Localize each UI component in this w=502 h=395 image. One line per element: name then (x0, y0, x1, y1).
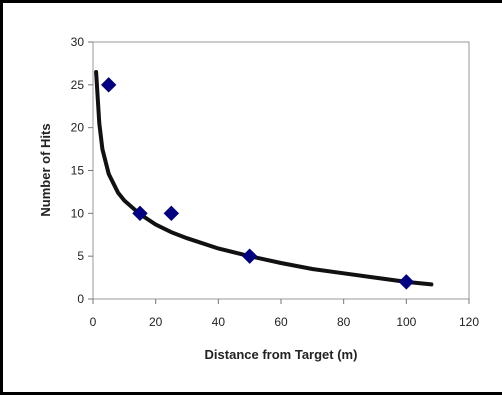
x-tick-label: 100 (396, 315, 416, 329)
data-point-diamond (132, 205, 148, 222)
y-tick-label: 5 (77, 249, 84, 263)
y-tick-label: 30 (71, 35, 85, 49)
x-axis-ticks: 0 20 40 60 80 100 120 (90, 299, 479, 329)
x-tick-label: 20 (149, 315, 163, 329)
y-tick-label: 10 (71, 206, 85, 220)
data-point-diamond (100, 77, 117, 93)
plot-area (92, 41, 470, 300)
y-tick-label: 15 (71, 164, 85, 178)
data-points (100, 77, 415, 290)
x-tick-label: 120 (459, 315, 479, 329)
data-point-diamond (241, 248, 258, 264)
y-tick-label: 20 (71, 121, 85, 135)
x-tick-label: 0 (90, 315, 97, 329)
x-tick-label: 60 (274, 315, 288, 329)
y-tick-label: 0 (77, 292, 84, 306)
y-tick-label: 25 (71, 78, 85, 92)
x-tick-label: 40 (212, 315, 226, 329)
trendline (94, 70, 434, 287)
data-point-diamond (398, 274, 415, 290)
y-axis-ticks: 0 5 10 15 20 25 30 (71, 35, 93, 306)
x-axis-title: Distance from Target (m) (205, 347, 358, 362)
y-axis-title: Number of Hits (38, 123, 53, 216)
x-tick-label: 80 (337, 315, 351, 329)
data-point-diamond (163, 205, 180, 222)
